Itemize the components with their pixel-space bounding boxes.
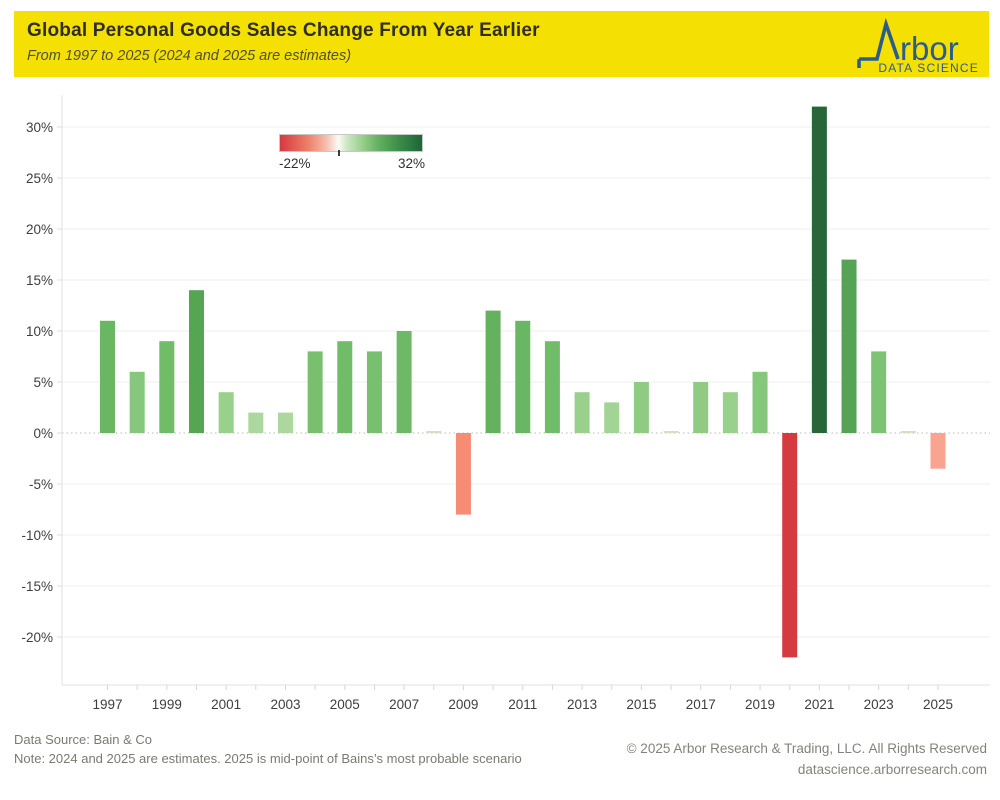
bar-1999[interactable] [159, 341, 175, 433]
x-axis-label-2011: 2011 [508, 697, 537, 712]
y-axis-label: -5% [29, 477, 53, 492]
bar-2019[interactable] [752, 371, 768, 433]
bar-2023[interactable] [871, 351, 887, 433]
website-text: datascience.arborresearch.com [797, 762, 987, 777]
bar-2014[interactable] [604, 402, 620, 433]
y-axis-label: 25% [26, 171, 53, 186]
arbor-logo: rbor DATA SCIENCE [857, 17, 979, 74]
x-axis-label-1997: 1997 [92, 697, 122, 712]
bar-2010[interactable] [485, 310, 501, 433]
y-axis-label: 30% [26, 120, 53, 135]
bar-2006[interactable] [366, 351, 382, 433]
arbor-logo-text: rbor [900, 30, 959, 67]
x-axis-label-2009: 2009 [448, 697, 478, 712]
arbor-logo-tagline: DATA SCIENCE [878, 61, 979, 74]
x-axis-label-2003: 2003 [270, 697, 300, 712]
bar-2012[interactable] [544, 341, 560, 433]
bar-2004[interactable] [307, 351, 323, 433]
bar-2003[interactable] [277, 412, 293, 433]
x-axis-label-1999: 1999 [152, 697, 182, 712]
bar-2017[interactable] [693, 382, 709, 433]
x-axis-label-2015: 2015 [626, 697, 656, 712]
data-source-text: Data Source: Bain & Co [14, 732, 153, 747]
copyright-text: © 2025 Arbor Research & Trading, LLC. Al… [626, 741, 987, 756]
bar-2022[interactable] [841, 259, 857, 433]
color-scale-labels: -22% 32% [279, 156, 425, 171]
x-axis-label-2001: 2001 [211, 697, 241, 712]
bar-2015[interactable] [633, 382, 649, 433]
bar-1998[interactable] [129, 371, 145, 433]
color-scale-legend [279, 134, 423, 156]
bar-2025[interactable] [930, 433, 946, 469]
bar-1997[interactable] [100, 320, 115, 433]
x-axis-label-2017: 2017 [686, 697, 716, 712]
bar-2007[interactable] [396, 331, 412, 433]
bar-2020[interactable] [782, 433, 798, 658]
x-axis-label-2019: 2019 [745, 697, 775, 712]
x-axis-label-2007: 2007 [389, 697, 419, 712]
bar-2001[interactable] [218, 392, 234, 433]
footer-source-note: Data Source: Bain & Co Note: 2024 and 20… [14, 731, 522, 768]
chart-title: Global Personal Goods Sales Change From … [27, 20, 540, 41]
footer-copyright: © 2025 Arbor Research & Trading, LLC. Al… [627, 738, 987, 780]
bar-2024[interactable] [900, 431, 916, 433]
bar-2016[interactable] [663, 431, 679, 433]
y-axis-label: 0% [33, 426, 53, 441]
chart-subtitle: From 1997 to 2025 (2024 and 2025 are est… [27, 48, 352, 64]
header-banner: Global Personal Goods Sales Change From … [14, 11, 989, 77]
legend-zero-tick-icon [338, 150, 340, 156]
bar-2000[interactable] [188, 290, 204, 433]
x-axis-label-2025: 2025 [923, 697, 953, 712]
y-axis-label: 5% [33, 375, 53, 390]
bar-2021[interactable] [811, 106, 827, 433]
bar-2009[interactable] [455, 433, 471, 515]
bar-2002[interactable] [248, 412, 264, 433]
y-axis-label: 10% [26, 324, 53, 339]
x-axis-label-2023: 2023 [864, 697, 894, 712]
y-axis-label: -15% [21, 579, 53, 594]
x-axis-label-2005: 2005 [330, 697, 360, 712]
y-axis-label: -20% [21, 630, 53, 645]
y-axis-label: 20% [26, 222, 53, 237]
arbor-logo-peak-icon [859, 17, 900, 61]
estimates-note-text: Note: 2024 and 2025 are estimates. 2025 … [14, 750, 522, 766]
y-axis-label: 15% [26, 273, 53, 288]
x-axis-label-2021: 2021 [804, 697, 834, 712]
legend-min-label: -22% [279, 156, 311, 171]
bar-2013[interactable] [574, 392, 590, 433]
bar-2011[interactable] [515, 320, 531, 433]
legend-max-label: 32% [397, 156, 425, 171]
bar-2008[interactable] [426, 431, 442, 433]
bar-2005[interactable] [337, 341, 353, 433]
x-axis-label-2013: 2013 [567, 697, 597, 712]
bar-2018[interactable] [722, 392, 738, 433]
y-axis-label: -10% [21, 528, 53, 543]
